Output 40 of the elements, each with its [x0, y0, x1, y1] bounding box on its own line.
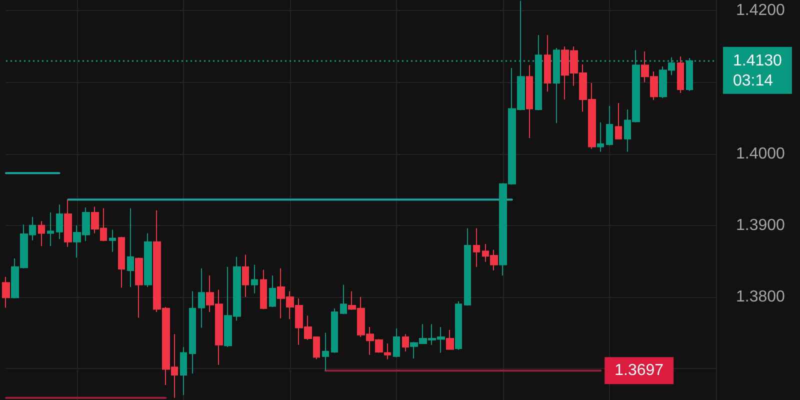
candlestick	[144, 232, 152, 288]
candlestick	[606, 105, 613, 146]
candlestick	[322, 332, 329, 372]
candlestick	[198, 268, 205, 328]
candlestick	[446, 329, 454, 350]
candlestick	[260, 269, 267, 310]
candlestick	[473, 228, 480, 268]
candlestick	[402, 334, 409, 352]
candlestick	[597, 122, 604, 152]
candlestick	[118, 236, 125, 288]
candlestick	[393, 328, 400, 358]
candlestick	[109, 229, 116, 252]
text: 03:14	[733, 72, 774, 90]
candlestick	[2, 276, 10, 308]
candlestick	[38, 220, 45, 247]
candlestick	[544, 34, 551, 92]
candlestick	[615, 102, 622, 140]
y-tick-label: 1.4200	[736, 2, 786, 20]
candlestick	[189, 290, 196, 374]
data-label: 1.3697	[614, 362, 664, 380]
y-tick-label: 1.3900	[736, 216, 786, 234]
candlestick	[340, 284, 347, 315]
candlestick	[242, 254, 249, 298]
candlestick	[127, 208, 134, 288]
candlestick	[47, 212, 54, 247]
candlestick	[180, 346, 187, 396]
candlestick	[56, 204, 63, 240]
candlestick	[269, 274, 276, 308]
candlestick	[526, 64, 533, 139]
candlestick	[677, 56, 684, 94]
y-tick-label: 1.4000	[736, 145, 786, 162]
candlestick	[251, 264, 258, 294]
candlestick	[331, 308, 338, 354]
candlestick	[384, 342, 391, 360]
candlestick	[135, 257, 143, 318]
ref-line-label: 1.4130	[733, 52, 782, 70]
y-tick-label: 1.3800	[736, 288, 786, 306]
candlestick	[455, 300, 462, 350]
candlestick	[64, 199, 72, 248]
candlestick	[464, 228, 471, 306]
